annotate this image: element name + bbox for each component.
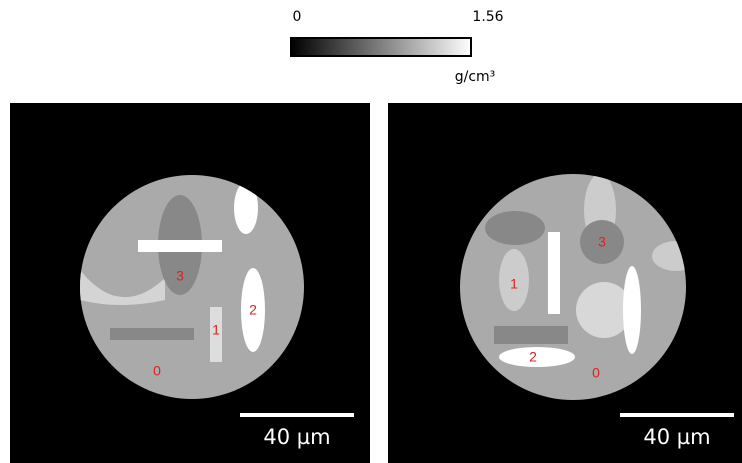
region-label: 3	[176, 268, 184, 284]
scale-bar-label: 40 µm	[643, 425, 710, 449]
region	[548, 232, 560, 314]
region-label: 2	[529, 349, 537, 365]
colorbar: 0 1.56 g/cm³	[291, 9, 504, 85]
colorbar-unit: g/cm³	[455, 69, 496, 85]
region	[485, 211, 545, 245]
region-label: 0	[592, 365, 600, 381]
region-label: 1	[510, 276, 518, 292]
colorbar-min: 0	[293, 9, 302, 25]
colorbar-max: 1.56	[472, 9, 503, 25]
scale-bar-label: 40 µm	[263, 425, 330, 449]
region	[110, 328, 194, 340]
region	[494, 326, 568, 344]
region-label: 1	[212, 322, 220, 338]
phantom	[460, 174, 686, 400]
region-label: 3	[598, 234, 606, 250]
figure: 0 1.56 g/cm³ 3 2 1 0 40 µm	[0, 0, 742, 463]
region	[623, 266, 641, 354]
panel-right: 3 1 2 0 40 µm	[388, 103, 742, 463]
panel-left: 3 2 1 0 40 µm	[10, 103, 370, 463]
colorbar-gradient	[291, 38, 471, 56]
region	[499, 347, 575, 367]
region-label: 2	[249, 302, 257, 318]
region	[138, 240, 222, 252]
region-label: 0	[153, 363, 161, 379]
